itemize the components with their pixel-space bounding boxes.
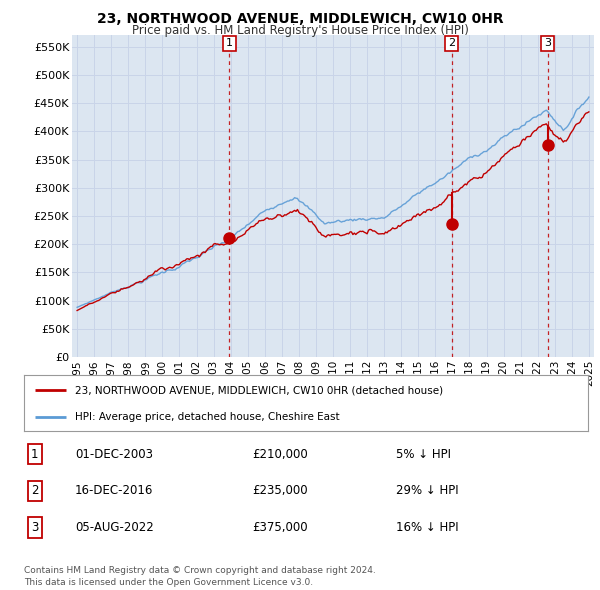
- Text: 2: 2: [448, 38, 455, 48]
- Text: 1: 1: [31, 448, 38, 461]
- Text: £375,000: £375,000: [252, 521, 308, 534]
- Text: 1: 1: [226, 38, 233, 48]
- Text: Price paid vs. HM Land Registry's House Price Index (HPI): Price paid vs. HM Land Registry's House …: [131, 24, 469, 37]
- Text: 5% ↓ HPI: 5% ↓ HPI: [396, 448, 451, 461]
- Text: 3: 3: [544, 38, 551, 48]
- Text: Contains HM Land Registry data © Crown copyright and database right 2024.: Contains HM Land Registry data © Crown c…: [24, 566, 376, 575]
- Text: 01-DEC-2003: 01-DEC-2003: [75, 448, 153, 461]
- Text: 16% ↓ HPI: 16% ↓ HPI: [396, 521, 458, 534]
- Text: 3: 3: [31, 521, 38, 534]
- Text: 23, NORTHWOOD AVENUE, MIDDLEWICH, CW10 0HR (detached house): 23, NORTHWOOD AVENUE, MIDDLEWICH, CW10 0…: [75, 385, 443, 395]
- Text: HPI: Average price, detached house, Cheshire East: HPI: Average price, detached house, Ches…: [75, 412, 340, 422]
- Text: 23, NORTHWOOD AVENUE, MIDDLEWICH, CW10 0HR: 23, NORTHWOOD AVENUE, MIDDLEWICH, CW10 0…: [97, 12, 503, 26]
- Text: 29% ↓ HPI: 29% ↓ HPI: [396, 484, 458, 497]
- Text: This data is licensed under the Open Government Licence v3.0.: This data is licensed under the Open Gov…: [24, 578, 313, 587]
- Text: £210,000: £210,000: [252, 448, 308, 461]
- Text: 2: 2: [31, 484, 38, 497]
- Text: £235,000: £235,000: [252, 484, 308, 497]
- Text: 16-DEC-2016: 16-DEC-2016: [75, 484, 154, 497]
- Text: 05-AUG-2022: 05-AUG-2022: [75, 521, 154, 534]
